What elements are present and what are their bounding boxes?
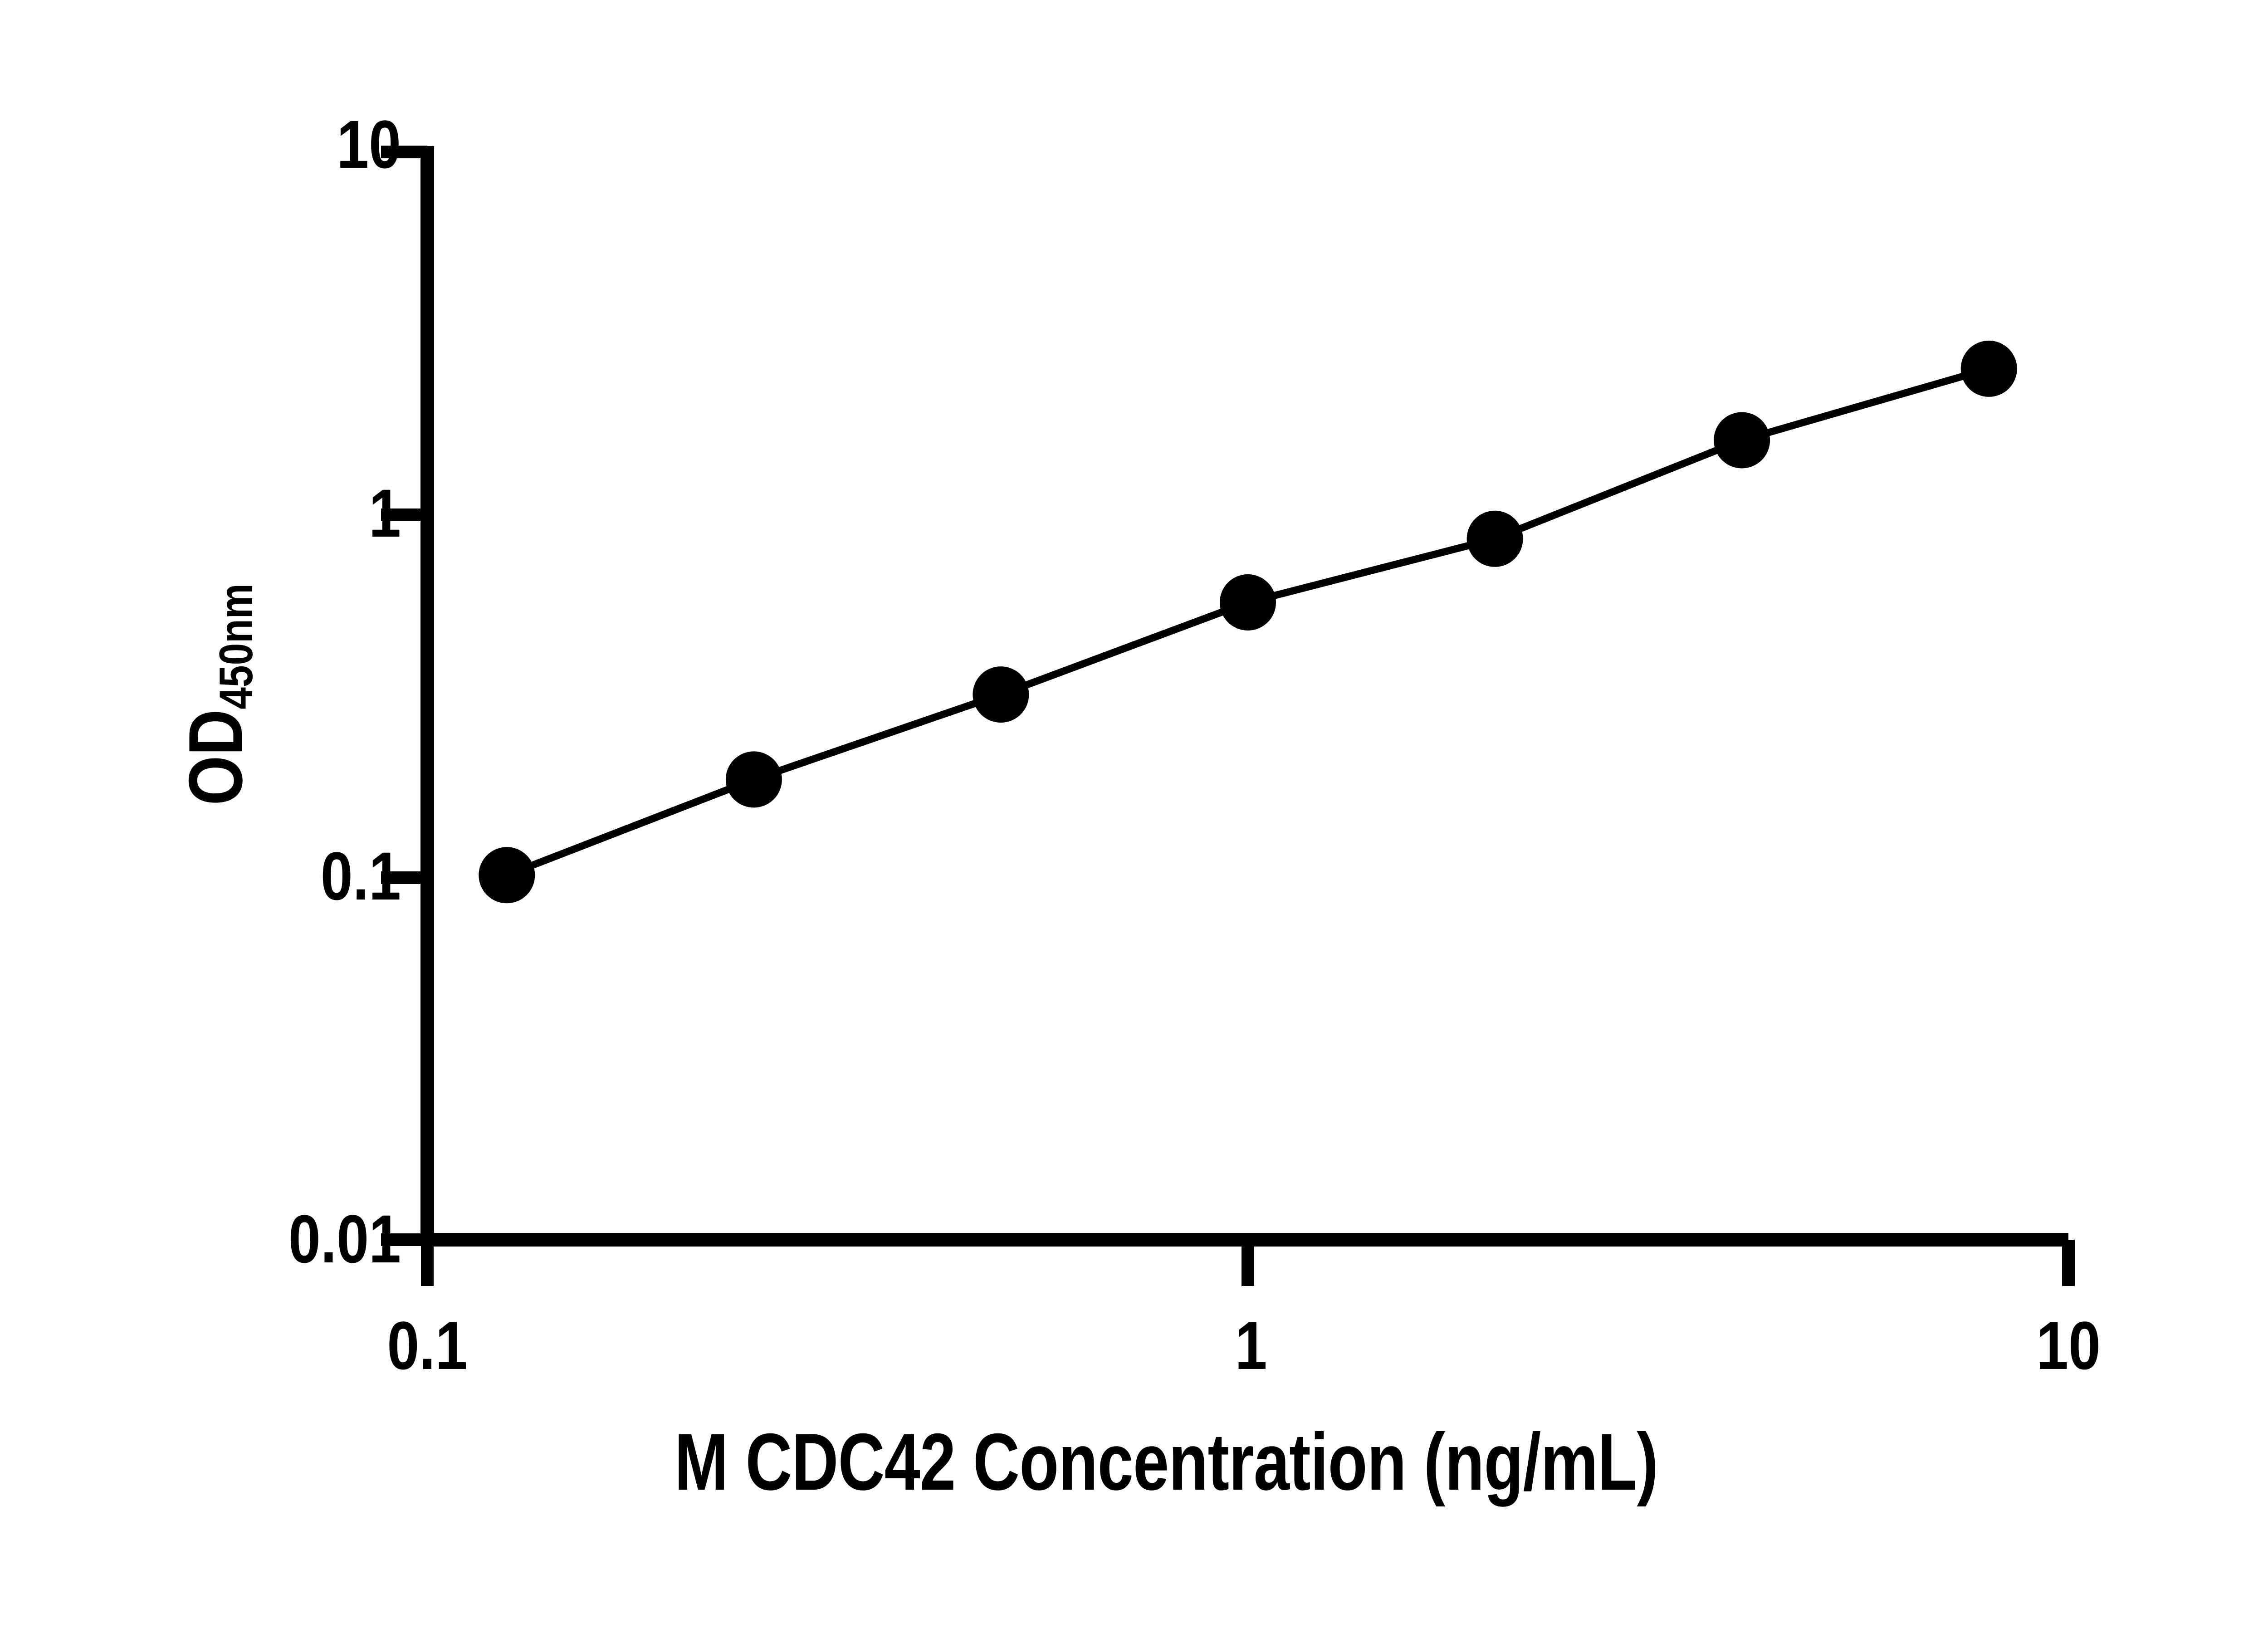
data-point: [1466, 510, 1523, 567]
data-point: [1220, 574, 1276, 631]
data-point: [973, 666, 1029, 723]
y-axis-ticks: [381, 146, 427, 1246]
data-point: [479, 847, 535, 904]
series-markers: [479, 340, 2017, 904]
axis-spines: [420, 146, 2068, 1247]
data-point: [1714, 412, 1770, 469]
data-series: [479, 340, 2017, 904]
data-point: [1960, 340, 2017, 397]
x-axis-ticks: [421, 1240, 2075, 1286]
x-tick-label-1: 1: [1235, 1307, 1267, 1384]
x-axis-title: M CDC42 Concentration (ng/mL): [674, 1417, 1658, 1507]
x-tick-label-10: 10: [2036, 1307, 2101, 1384]
data-point: [725, 751, 782, 808]
x-tick-label-0.1: 0.1: [387, 1307, 468, 1384]
y-tick-label-10: 10: [337, 106, 401, 182]
